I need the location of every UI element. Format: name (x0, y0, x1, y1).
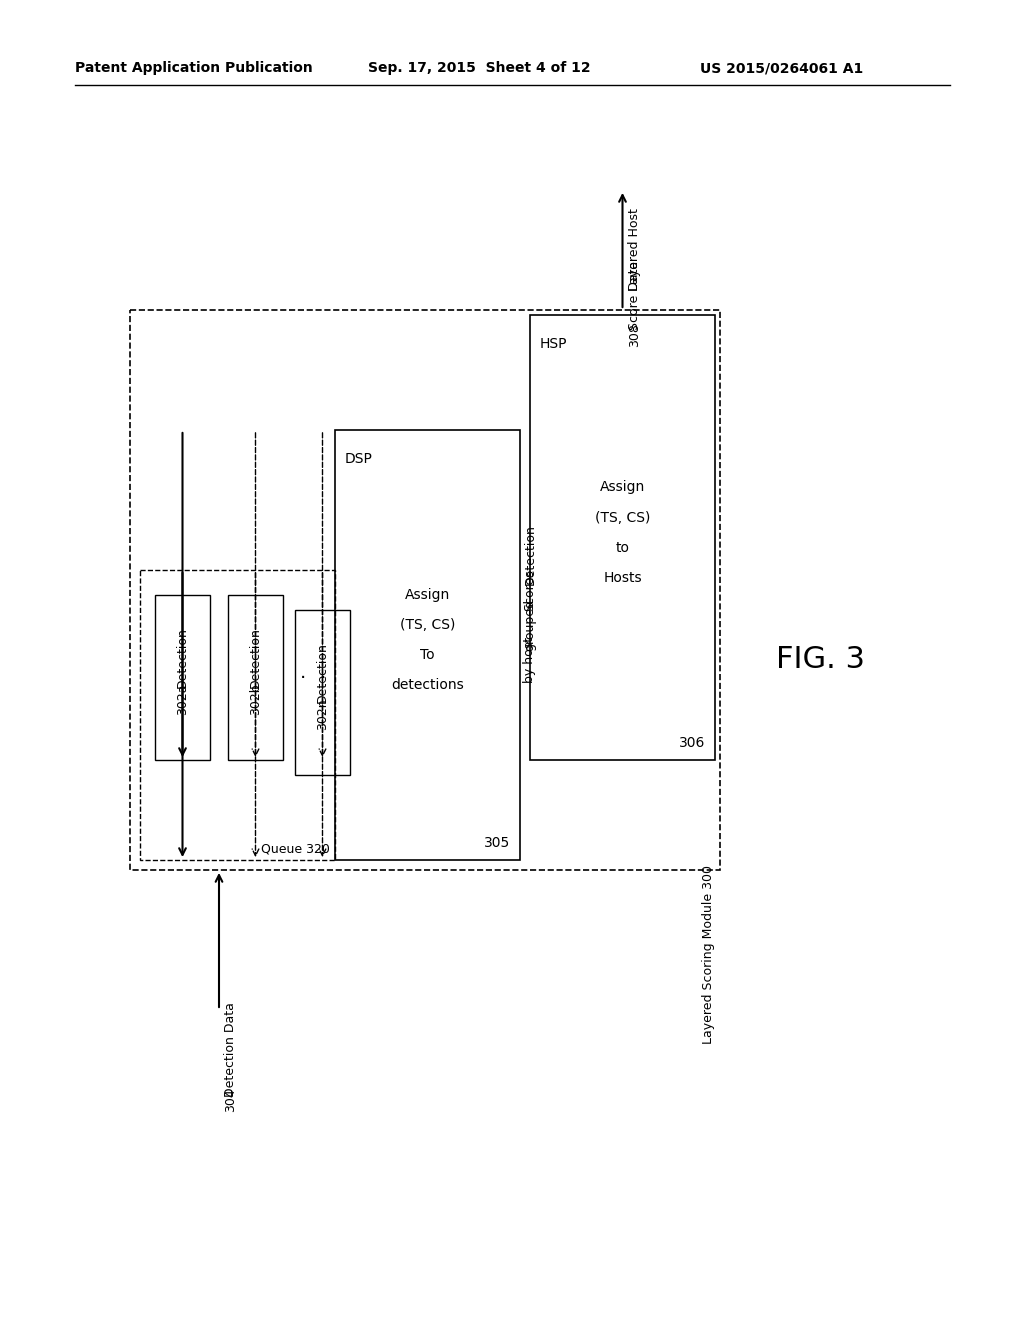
Text: detections: detections (391, 678, 464, 692)
Text: HSP: HSP (540, 337, 567, 351)
Text: DSP: DSP (345, 451, 373, 466)
Text: FIG. 3: FIG. 3 (775, 645, 864, 675)
Text: 305: 305 (483, 836, 510, 850)
Text: 302a: 302a (176, 684, 189, 715)
Text: to: to (615, 540, 630, 554)
Text: Detection: Detection (249, 627, 262, 688)
Bar (530, 315, 715, 760)
Text: (TS, CS): (TS, CS) (399, 618, 456, 632)
Text: Layered Host: Layered Host (628, 209, 641, 292)
Text: 308: 308 (628, 323, 641, 347)
Text: Patent Application Publication: Patent Application Publication (75, 61, 312, 75)
Text: US 2015/0264061 A1: US 2015/0264061 A1 (700, 61, 863, 75)
Bar (295, 610, 350, 775)
Text: Sep. 17, 2015  Sheet 4 of 12: Sep. 17, 2015 Sheet 4 of 12 (368, 61, 591, 75)
Bar (228, 595, 283, 760)
Text: 304: 304 (224, 1088, 238, 1111)
Bar (140, 570, 335, 861)
Text: Detection Data: Detection Data (224, 1003, 238, 1097)
Text: Scores: Scores (523, 569, 537, 611)
Text: (TS, CS): (TS, CS) (595, 511, 650, 524)
Text: 306: 306 (679, 737, 705, 750)
Text: by host: by host (523, 638, 537, 682)
Text: Queue 320: Queue 320 (261, 842, 330, 855)
Text: 302b: 302b (249, 684, 262, 715)
Text: Assign: Assign (404, 587, 451, 602)
Text: Detection: Detection (176, 627, 189, 688)
Text: .: . (300, 663, 306, 682)
Text: .: . (319, 663, 326, 682)
Text: Layered Scoring Module 300: Layered Scoring Module 300 (702, 865, 715, 1044)
Text: grouped: grouped (523, 599, 537, 651)
Text: To: To (420, 648, 435, 663)
Text: Detection: Detection (316, 642, 329, 704)
Text: Assign: Assign (600, 480, 645, 495)
Text: Hosts: Hosts (603, 570, 642, 585)
Text: Score Data: Score Data (628, 260, 641, 330)
Bar (130, 310, 720, 870)
Text: 302n: 302n (316, 698, 329, 730)
Text: Detection: Detection (523, 524, 537, 586)
Bar (155, 595, 210, 760)
Bar (335, 430, 520, 861)
